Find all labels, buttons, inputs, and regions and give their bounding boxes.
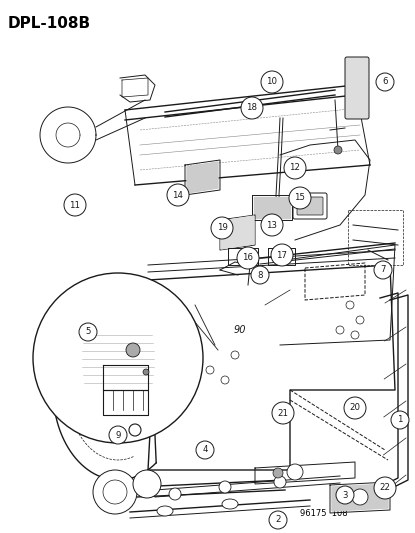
Text: 17: 17 <box>276 251 288 260</box>
Text: DPL-108B: DPL-108B <box>8 16 91 31</box>
Circle shape <box>351 331 359 339</box>
Circle shape <box>33 273 203 443</box>
FancyBboxPatch shape <box>293 193 327 219</box>
Circle shape <box>356 316 364 324</box>
Circle shape <box>261 71 283 93</box>
Text: 1: 1 <box>397 416 403 424</box>
Circle shape <box>289 187 311 209</box>
Ellipse shape <box>157 506 173 516</box>
Circle shape <box>346 301 354 309</box>
Text: 19: 19 <box>217 223 227 232</box>
Circle shape <box>167 184 189 206</box>
Circle shape <box>241 97 263 119</box>
Circle shape <box>196 441 214 459</box>
Circle shape <box>271 244 293 266</box>
Text: 4: 4 <box>202 446 208 455</box>
Circle shape <box>374 261 392 279</box>
Circle shape <box>129 424 141 436</box>
Circle shape <box>287 464 303 480</box>
Circle shape <box>272 402 294 424</box>
Circle shape <box>169 488 181 500</box>
Circle shape <box>237 247 259 269</box>
Polygon shape <box>221 216 254 249</box>
Text: 8: 8 <box>257 271 263 279</box>
Circle shape <box>133 470 161 498</box>
Text: 15: 15 <box>295 193 305 203</box>
Circle shape <box>206 366 214 374</box>
Circle shape <box>103 480 127 504</box>
Circle shape <box>269 511 287 529</box>
Circle shape <box>274 476 286 488</box>
Circle shape <box>336 326 344 334</box>
Text: 7: 7 <box>380 265 386 274</box>
Circle shape <box>334 146 342 154</box>
Text: 96175  108: 96175 108 <box>300 509 348 518</box>
Text: 14: 14 <box>173 190 183 199</box>
Circle shape <box>109 426 127 444</box>
Circle shape <box>374 477 396 499</box>
Text: 5: 5 <box>85 327 91 336</box>
Circle shape <box>143 369 149 375</box>
Text: 21: 21 <box>278 408 288 417</box>
Text: 16: 16 <box>242 254 254 262</box>
Circle shape <box>79 323 97 341</box>
Circle shape <box>231 351 239 359</box>
Text: 13: 13 <box>266 221 278 230</box>
Circle shape <box>344 397 366 419</box>
Text: 11: 11 <box>69 200 81 209</box>
Circle shape <box>336 486 354 504</box>
Ellipse shape <box>143 351 153 369</box>
Circle shape <box>376 73 394 91</box>
Text: 3: 3 <box>342 490 348 499</box>
Circle shape <box>145 335 155 345</box>
Text: 22: 22 <box>379 483 391 492</box>
Text: 6: 6 <box>382 77 388 86</box>
FancyBboxPatch shape <box>345 57 369 119</box>
Circle shape <box>352 489 368 505</box>
Text: 10: 10 <box>266 77 278 86</box>
Circle shape <box>126 343 140 357</box>
Circle shape <box>251 266 269 284</box>
Ellipse shape <box>222 499 238 509</box>
Circle shape <box>115 370 175 430</box>
Circle shape <box>219 481 231 493</box>
Circle shape <box>261 214 283 236</box>
Text: 18: 18 <box>247 103 257 112</box>
Circle shape <box>273 468 283 478</box>
Text: 9: 9 <box>115 431 121 440</box>
Circle shape <box>211 217 233 239</box>
Circle shape <box>93 470 137 514</box>
FancyBboxPatch shape <box>297 197 323 215</box>
Circle shape <box>284 157 306 179</box>
Polygon shape <box>332 484 388 511</box>
Text: 12: 12 <box>290 164 300 173</box>
Circle shape <box>64 194 86 216</box>
Text: 90: 90 <box>234 325 246 335</box>
Circle shape <box>221 376 229 384</box>
Circle shape <box>123 378 167 422</box>
Circle shape <box>391 411 409 429</box>
Text: 20: 20 <box>349 403 361 413</box>
Text: 2: 2 <box>275 515 281 524</box>
Polygon shape <box>187 162 218 193</box>
Polygon shape <box>254 197 290 218</box>
